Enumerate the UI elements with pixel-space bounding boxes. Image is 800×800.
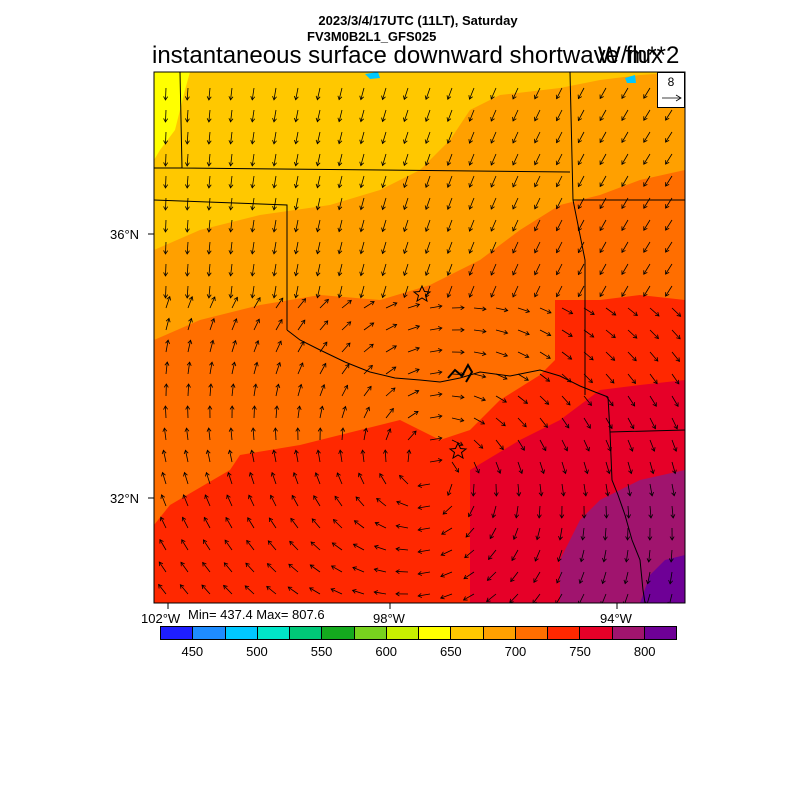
lat-label-36n: 36°N: [110, 227, 139, 242]
colorbar-box: [225, 627, 258, 639]
colorbar-label: 700: [504, 644, 527, 659]
lat-ticks: [148, 233, 154, 499]
cyan-patch: [365, 72, 380, 79]
reference-vector-value: 8: [667, 75, 675, 89]
lon-label-94w: 94°W: [600, 611, 633, 626]
colorbar-box: [612, 627, 645, 639]
star-dfw: [448, 441, 468, 460]
reference-vector-box: 8: [657, 72, 685, 108]
colorbar-box: [644, 627, 676, 639]
lake-texoma: [447, 362, 474, 383]
colorbar: [160, 626, 677, 640]
lat-label-32n: 32°N: [110, 491, 139, 506]
star-okc: [412, 284, 432, 303]
colorbar-label: 500: [246, 644, 268, 659]
field-band-790: [560, 470, 685, 603]
colorbar-box: [580, 627, 613, 639]
map-frame: [153, 71, 686, 604]
colorbar-box: [451, 627, 484, 639]
reference-arrow-icon: [662, 94, 682, 102]
colorbar-box: [257, 627, 290, 639]
colorbar-box: [161, 627, 194, 639]
field-band-yellow: [154, 72, 190, 160]
colorbar-box: [386, 627, 419, 639]
colorbar-box: [515, 627, 548, 639]
colorbar-box: [354, 627, 387, 639]
field-band-800: [640, 555, 685, 603]
colorbar-box: [419, 627, 452, 639]
model-name: FV3M0B2L1_GFS025: [307, 29, 437, 44]
colorbar-label: 550: [310, 644, 333, 659]
colorbar-box: [483, 627, 516, 639]
lon-label-98w: 98°W: [373, 611, 406, 626]
lon-label-102w: 102°W: [141, 611, 181, 626]
colorbar-box: [290, 627, 323, 639]
colorbar-box: [322, 627, 355, 639]
min-max-stats: Min= 437.4 Max= 807.6: [188, 607, 325, 622]
colorbar-label: 650: [439, 644, 462, 659]
colorbar-label: 600: [375, 644, 398, 659]
colorbar-label: 450: [181, 644, 204, 659]
lon-ticks: [167, 603, 618, 609]
colorbar-label: 800: [633, 644, 656, 659]
run-title: 2023/3/4/17UTC (11LT), Saturday: [318, 13, 518, 28]
main-title: instantaneous surface downward shortwave…: [152, 42, 663, 69]
cyan-patch: [625, 75, 636, 83]
colorbar-box: [193, 627, 226, 639]
colorbar-box: [548, 627, 581, 639]
units-label: W/m**2: [598, 42, 680, 69]
colorbar-label: 750: [569, 644, 591, 659]
